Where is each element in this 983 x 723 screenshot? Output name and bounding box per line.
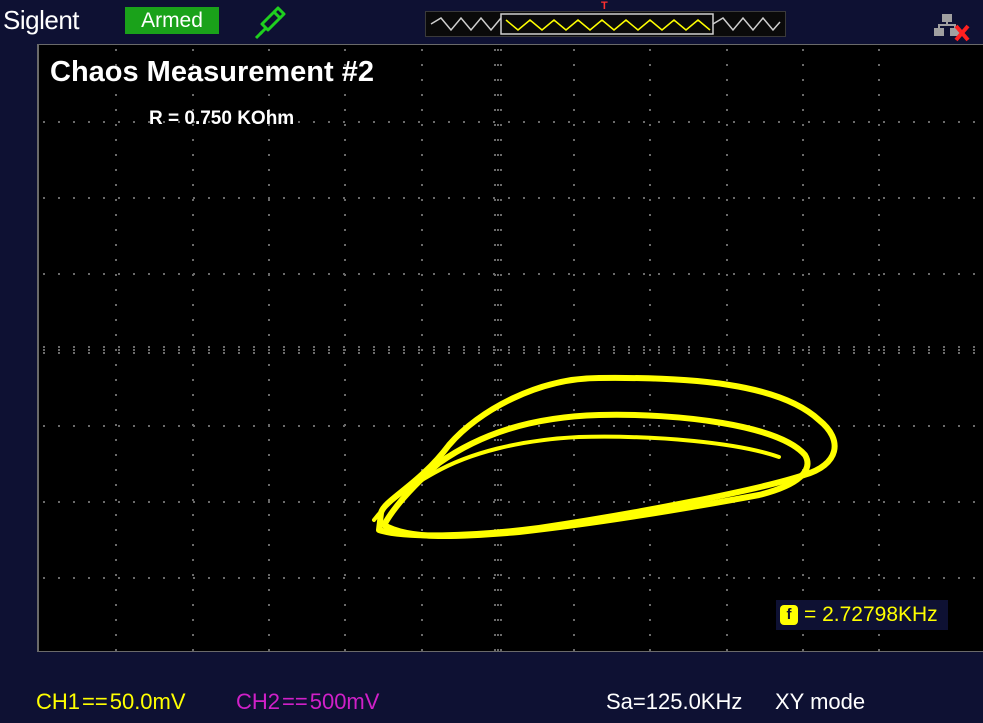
trigger-status-badge: Armed [125,7,219,34]
top-status-bar: Siglent Armed T [0,0,983,44]
dc-coupling-icon: == [282,689,308,714]
ch2-label: CH2 [236,689,281,714]
ch1-scale-value: 50.0mV [109,689,186,714]
inner-loop [381,411,811,540]
trace-title: Chaos Measurement #2 [50,56,374,88]
frequency-icon: f [780,605,798,625]
memory-waveform-icon [430,13,781,35]
memory-depth-bar[interactable] [425,11,786,37]
frequency-counter[interactable]: f = 2.72798KHz [776,600,948,630]
ch1-label: CH1 [36,689,81,714]
xy-trace [372,374,838,540]
ch1-scale[interactable]: CH1==50.0mV [36,689,186,715]
ch2-scale-value: 500mV [309,689,380,714]
trace-subtitle: R = 0.750 KOhm [149,108,295,129]
crossing-loop [372,434,781,522]
frequency-readout: = 2.72798KHz [804,603,938,626]
display-mode[interactable]: XY mode [775,689,866,714]
sample-rate: Sa=125.0KHz [606,689,743,714]
waveform-display[interactable] [37,44,983,652]
probe-icon[interactable] [252,4,288,40]
network-disconnected-icon [934,14,970,42]
dc-coupling-icon: == [82,689,108,714]
brand-logo: Siglent [3,5,80,35]
trigger-position-marker: T [601,0,608,12]
ch2-scale[interactable]: CH2==500mV [236,689,379,715]
